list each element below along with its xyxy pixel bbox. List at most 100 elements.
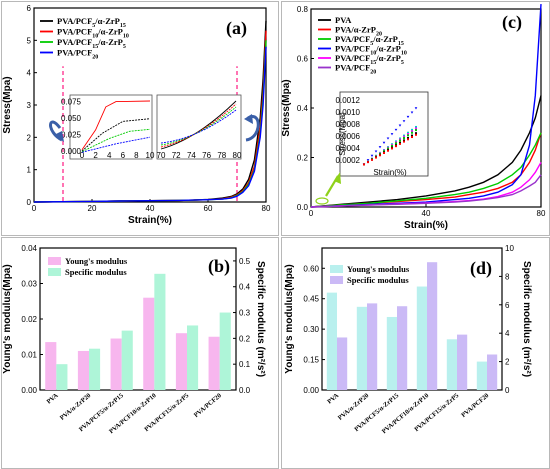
inset2-x-tick-1: 72 bbox=[172, 151, 181, 160]
y-tick-label-b-3: 0.03 bbox=[21, 280, 37, 289]
x-tick-label-c-2: 80 bbox=[537, 209, 546, 218]
inset1-frame bbox=[69, 94, 153, 160]
inset1-x-tick-4: 8 bbox=[134, 151, 139, 160]
inset-c-marker-5-0 bbox=[363, 163, 365, 166]
inset-c-marker-4-12 bbox=[411, 134, 413, 137]
y-tick-label-b-1: 0.01 bbox=[21, 351, 37, 360]
inset1-x-tick-5: 10 bbox=[146, 151, 155, 160]
y-tick-label-d-2: 0.30 bbox=[303, 325, 319, 334]
inset-c-marker-5-11 bbox=[407, 138, 409, 141]
y-tick-label-c-3: 0.6 bbox=[297, 55, 309, 64]
inset-c-marker-5-7 bbox=[391, 147, 393, 150]
y-tick-label-c-1: 0.2 bbox=[297, 154, 309, 163]
inset-c-marker-5-8 bbox=[395, 145, 397, 148]
inset-c-marker-5-12 bbox=[411, 136, 413, 139]
inset-c-marker-1-12 bbox=[411, 128, 413, 131]
inset2-x-tick-3: 76 bbox=[202, 151, 211, 160]
inset1-y-tick-1: 0.025 bbox=[61, 131, 82, 140]
inset-c-marker-1-11 bbox=[407, 131, 409, 134]
y-tick-label-c-4: 0.8 bbox=[297, 5, 309, 14]
y2-tick-label-d-2: 4 bbox=[505, 329, 510, 338]
inset-c-marker-4-13 bbox=[415, 132, 417, 135]
inset2-curve-3 bbox=[160, 109, 237, 144]
inset-c-marker-2-9 bbox=[399, 138, 401, 141]
y-tick-label-a-3: 3 bbox=[27, 101, 32, 110]
inset1-x-tick-0: 0 bbox=[80, 151, 85, 160]
inset1-y-tick-3: 0.075 bbox=[61, 98, 82, 107]
bar-b-s1-3 bbox=[154, 273, 166, 390]
y2-tick-label-b-1: 0.1 bbox=[239, 360, 251, 369]
legend-label-a-2: PVA/PCF15/α-ZrP5 bbox=[57, 37, 126, 50]
bar-b-s0-3 bbox=[143, 297, 155, 390]
bar-b-s1-5 bbox=[219, 312, 231, 390]
y-tick-label-a-6: 6 bbox=[27, 4, 32, 13]
legend-label-c-0: PVA bbox=[335, 15, 352, 25]
bar-b-s0-2 bbox=[110, 338, 122, 390]
inset-c-marker-5-13 bbox=[415, 133, 417, 136]
inset-c-marker-2-13 bbox=[415, 127, 417, 130]
x-tick-label-a-2: 40 bbox=[146, 204, 155, 213]
legend-label-d-1: Specific modulus bbox=[347, 275, 409, 285]
inset2-x-tick-0: 70 bbox=[157, 151, 166, 160]
inset1-x-tick-2: 4 bbox=[107, 151, 112, 160]
bar-b-s1-0 bbox=[56, 364, 68, 390]
bar-d-s1-0 bbox=[337, 337, 348, 390]
inset-c-y-tick-5: 0.0012 bbox=[336, 96, 361, 105]
inset-c-marker-3-8 bbox=[395, 142, 397, 145]
y2-tick-label-d-5: 10 bbox=[505, 244, 514, 253]
inset-c-marker-0-3 bbox=[374, 150, 378, 153]
inset2-x-tick-2: 74 bbox=[187, 151, 196, 160]
inset-c-marker-5-5 bbox=[383, 152, 385, 154]
inset-c-marker-5-1 bbox=[367, 161, 369, 164]
arrow-right-head-icon bbox=[244, 114, 253, 124]
inset-c-marker-0-8 bbox=[394, 128, 398, 132]
legend-label-c-1: PVA/α-ZrP20 bbox=[335, 25, 382, 38]
inset-c-marker-3-11 bbox=[407, 134, 409, 137]
inset-c-marker-0-10 bbox=[402, 120, 406, 123]
bar-d-s1-3 bbox=[427, 262, 438, 390]
bar-d-s1-1 bbox=[367, 303, 378, 390]
bar-d-s0-0 bbox=[326, 292, 337, 390]
y-tick-label-d-3: 0.45 bbox=[303, 295, 319, 304]
bar-d-s1-2 bbox=[397, 306, 408, 390]
inset-c-marker-5-3 bbox=[375, 156, 377, 159]
y-axis-label-c: Stress(Mpa) bbox=[281, 79, 292, 136]
inset-c-marker-0-6 bbox=[386, 137, 390, 140]
y-tick-label-c-0: 0.0 bbox=[297, 203, 309, 212]
inset2-x-tick-4: 78 bbox=[217, 151, 226, 160]
legend-label-c-2: PVA/PCF5/α-ZrP15 bbox=[335, 34, 404, 47]
inset-c-marker-5-6 bbox=[387, 149, 389, 152]
bar-b-s0-4 bbox=[175, 333, 187, 390]
inset-c-x-label: Strain(%) bbox=[373, 168, 407, 177]
legend-label-c-4: PVA/PCF15/α-ZrP5 bbox=[335, 53, 404, 66]
legend-swatch-d-1 bbox=[330, 276, 343, 284]
legend-label-c-5: PVA/PCF20 bbox=[335, 63, 376, 76]
x-tick-label-c-1: 40 bbox=[422, 209, 431, 218]
inset-c-marker-3-13 bbox=[415, 129, 417, 132]
inset-c-marker-0-7 bbox=[390, 133, 394, 136]
inset1-curve-2 bbox=[81, 128, 151, 153]
bar-b-s1-2 bbox=[121, 330, 133, 390]
inset-c-marker-3-9 bbox=[399, 139, 401, 142]
inset2-frame bbox=[156, 94, 242, 160]
y-tick-label-a-1: 1 bbox=[27, 166, 32, 175]
inset2-x-tick-5: 80 bbox=[233, 151, 242, 160]
bar-b-s0-0 bbox=[45, 342, 57, 390]
inset-c-marker-0-4 bbox=[378, 146, 382, 149]
inset-c-marker-2-10 bbox=[403, 135, 405, 138]
inset-c-marker-4-10 bbox=[403, 139, 405, 142]
inset-c-marker-3-7 bbox=[391, 144, 393, 147]
arrow-left-head-icon bbox=[54, 131, 64, 142]
inset-c-y-tick-4: 0.0010 bbox=[336, 108, 361, 117]
y2-tick-label-b-2: 0.2 bbox=[239, 334, 251, 343]
inset-c-y-tick-1: 0.0004 bbox=[336, 144, 361, 153]
y2-tick-label-b-3: 0.3 bbox=[239, 309, 251, 318]
y-tick-label-b-4: 0.04 bbox=[21, 244, 37, 253]
inset-c-marker-5-2 bbox=[371, 158, 373, 161]
legend-swatch-d-0 bbox=[330, 265, 343, 273]
inset-c-marker-0-2 bbox=[370, 154, 374, 157]
inset1-curve-1 bbox=[81, 118, 151, 152]
bar-d-s0-1 bbox=[356, 306, 367, 390]
bar-b-s0-1 bbox=[77, 350, 89, 390]
inset-c-marker-4-9 bbox=[399, 141, 401, 144]
